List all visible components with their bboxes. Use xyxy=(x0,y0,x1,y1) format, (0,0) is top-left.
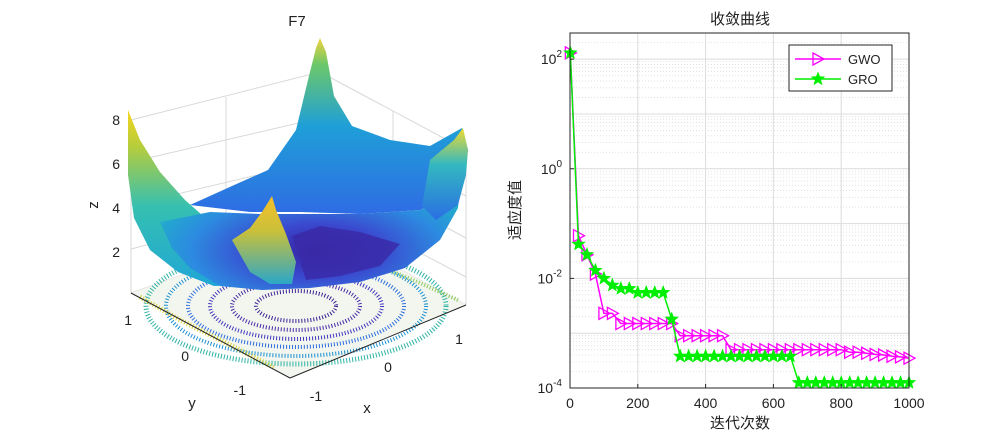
x-tick: 0 xyxy=(384,359,392,375)
gwo-marker xyxy=(716,328,730,343)
y-axis: 1 0 -1 y xyxy=(124,292,291,412)
surface-title: F7 xyxy=(288,13,306,30)
gwo-marker xyxy=(844,345,858,360)
z-tick: 6 xyxy=(112,156,120,172)
gwo-marker xyxy=(683,328,697,343)
legend-marker-gwo xyxy=(812,51,826,67)
gwo-marker xyxy=(860,346,874,361)
x-axis-label: x xyxy=(363,400,371,417)
x-tick-label: 0 xyxy=(566,395,574,411)
gwo-marker xyxy=(598,306,612,321)
surface-mesh xyxy=(128,38,468,290)
gwo-marker xyxy=(632,316,646,331)
x-tick: -1 xyxy=(310,388,323,404)
y-tick: -1 xyxy=(234,382,247,398)
gwo-marker xyxy=(606,306,620,321)
x-tick-label: 600 xyxy=(762,395,786,411)
gwo-marker xyxy=(894,349,908,364)
gwo-marker xyxy=(649,316,663,331)
surface-plot: F7 2 4 6 8 z 1 0 -1 y -1 0 1 x xyxy=(85,13,468,417)
convergence-x-label: 迭代次数 xyxy=(710,414,770,432)
gro-marker xyxy=(783,348,798,363)
gwo-marker xyxy=(657,316,671,331)
y-tick-label: 10-2 xyxy=(538,268,563,286)
z-tick: 8 xyxy=(112,112,120,128)
legend: GWO GRO xyxy=(788,44,893,92)
y-tick: 0 xyxy=(181,348,189,364)
legend-label-gro: GRO xyxy=(848,72,878,87)
y-axis-label: y xyxy=(188,395,196,412)
y-tick-label: 100 xyxy=(541,159,563,177)
convergence-y-label: 适应度值 xyxy=(506,180,524,240)
x-tick-label: 200 xyxy=(626,395,650,411)
gwo-marker xyxy=(886,349,900,364)
legend-entry-gro: GRO xyxy=(795,71,878,87)
z-tick: 4 xyxy=(112,200,120,216)
y-tick: 1 xyxy=(124,312,132,328)
legend-label-gwo: GWO xyxy=(848,52,881,67)
gwo-marker xyxy=(691,328,705,343)
gwo-marker xyxy=(827,342,841,357)
y-tick-label: 10-4 xyxy=(538,378,563,396)
y-tick-label: 102 xyxy=(541,49,563,67)
x-ticks: 0 200 400 600 800 1000 xyxy=(566,384,925,411)
gwo-marker xyxy=(640,316,654,331)
gro-marker xyxy=(810,71,826,86)
gro-marker xyxy=(655,285,671,299)
x-tick: 1 xyxy=(455,331,463,347)
gwo-marker xyxy=(877,347,891,363)
gwo-marker xyxy=(818,342,832,357)
x-tick-label: 800 xyxy=(830,395,854,411)
gwo-marker xyxy=(835,342,849,357)
x-tick-label: 400 xyxy=(694,395,718,411)
gro-marker xyxy=(579,247,595,261)
legend-entry-gwo: GWO xyxy=(795,51,881,67)
gwo-marker xyxy=(708,328,722,343)
gro-marker xyxy=(664,311,679,326)
y-ticks: 102 100 10-2 10-4 xyxy=(538,49,574,396)
x-tick-label: 1000 xyxy=(893,395,924,411)
gro-marker xyxy=(588,262,603,277)
x-axis: -1 0 1 x xyxy=(289,304,467,417)
gwo-marker xyxy=(623,316,637,331)
gro-marker xyxy=(596,270,612,285)
gro-marker xyxy=(622,280,637,295)
gwo-marker xyxy=(615,316,629,331)
gwo-marker xyxy=(801,342,815,357)
gwo-marker xyxy=(810,342,824,357)
z-axis: 2 4 6 8 z xyxy=(85,112,120,260)
gwo-marker xyxy=(699,328,713,343)
gro-marker xyxy=(605,277,620,292)
z-tick: 2 xyxy=(112,244,120,260)
z-axis-label: z xyxy=(85,201,102,209)
convergence-plot: 0 200 400 600 800 1000 102 100 10-2 10-4 收敛曲线 迭代… xyxy=(506,10,925,432)
legend-box xyxy=(788,44,893,92)
gwo-marker xyxy=(852,345,866,360)
gwo-marker xyxy=(869,347,883,362)
gwo-marker xyxy=(793,342,807,357)
gwo-marker xyxy=(812,51,826,67)
gro-marker xyxy=(571,236,586,251)
plot-frame xyxy=(569,32,910,389)
legend-marker-gro xyxy=(810,71,826,86)
convergence-title: 收敛曲线 xyxy=(710,10,770,28)
